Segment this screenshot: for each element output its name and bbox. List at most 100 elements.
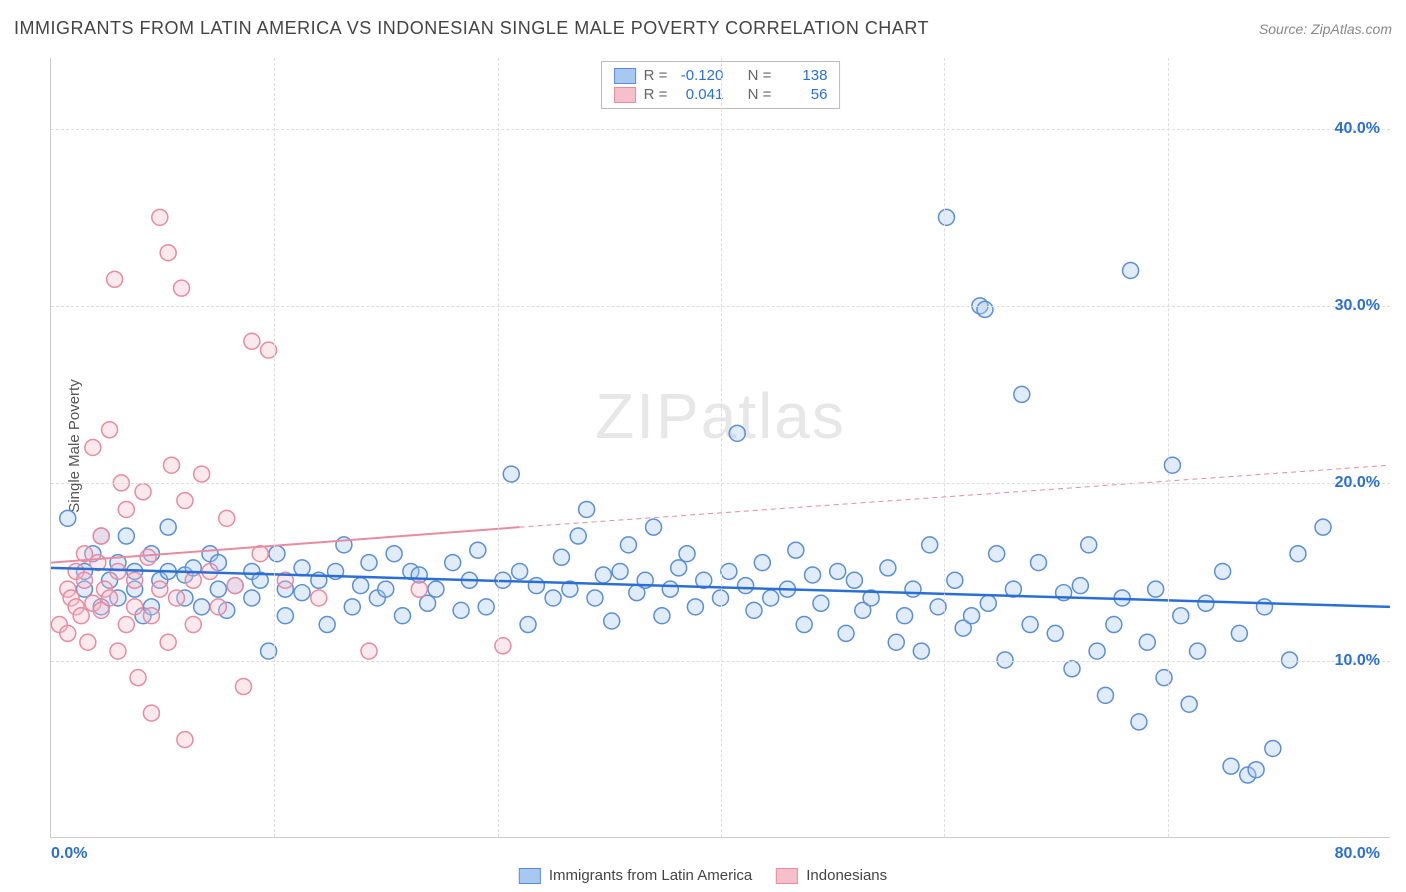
scatter-point bbox=[130, 670, 146, 686]
scatter-point bbox=[110, 643, 126, 659]
legend-swatch bbox=[776, 868, 798, 884]
gridline-v bbox=[274, 58, 275, 837]
scatter-point bbox=[595, 567, 611, 583]
scatter-point bbox=[127, 572, 143, 588]
scatter-point bbox=[353, 578, 369, 594]
scatter-point bbox=[788, 542, 804, 558]
scatter-point bbox=[1064, 661, 1080, 677]
scatter-point bbox=[60, 625, 76, 641]
source-attribution: Source: ZipAtlas.com bbox=[1259, 21, 1392, 37]
scatter-point bbox=[1256, 599, 1272, 615]
scatter-point bbox=[980, 595, 996, 611]
scatter-point bbox=[947, 572, 963, 588]
scatter-point bbox=[93, 528, 109, 544]
scatter-point bbox=[1081, 537, 1097, 553]
scatter-point bbox=[1148, 581, 1164, 597]
scatter-point bbox=[1164, 457, 1180, 473]
scatter-point bbox=[938, 209, 954, 225]
scatter-point bbox=[1089, 643, 1105, 659]
scatter-point bbox=[169, 590, 185, 606]
scatter-point bbox=[528, 578, 544, 594]
legend-item: Indonesians bbox=[776, 867, 887, 884]
stat-n-label: N = bbox=[748, 86, 772, 103]
stat-n-value: 56 bbox=[779, 86, 827, 103]
scatter-point bbox=[813, 595, 829, 611]
scatter-point bbox=[85, 440, 101, 456]
scatter-point bbox=[512, 563, 528, 579]
scatter-point bbox=[754, 555, 770, 571]
scatter-point bbox=[118, 528, 134, 544]
scatter-point bbox=[60, 510, 76, 526]
scatter-point bbox=[174, 280, 190, 296]
scatter-point bbox=[830, 563, 846, 579]
gridline-v bbox=[498, 58, 499, 837]
scatter-point bbox=[880, 560, 896, 576]
scatter-point bbox=[1022, 617, 1038, 633]
y-tick-label: 40.0% bbox=[1335, 120, 1380, 138]
scatter-point bbox=[1106, 617, 1122, 633]
scatter-point bbox=[219, 510, 235, 526]
scatter-point bbox=[922, 537, 938, 553]
scatter-point bbox=[1231, 625, 1247, 641]
scatter-point bbox=[796, 617, 812, 633]
scatter-point bbox=[428, 581, 444, 597]
scatter-point bbox=[118, 501, 134, 517]
scatter-point bbox=[1014, 386, 1030, 402]
scatter-point bbox=[662, 581, 678, 597]
scatter-point bbox=[905, 581, 921, 597]
scatter-point bbox=[361, 555, 377, 571]
scatter-point bbox=[277, 608, 293, 624]
scatter-point bbox=[319, 617, 335, 633]
gridline-v bbox=[721, 58, 722, 837]
legend-swatch bbox=[614, 87, 636, 103]
scatter-point bbox=[227, 578, 243, 594]
scatter-point bbox=[977, 301, 993, 317]
scatter-point bbox=[1290, 546, 1306, 562]
scatter-point bbox=[76, 572, 92, 588]
scatter-point bbox=[520, 617, 536, 633]
scatter-point bbox=[604, 613, 620, 629]
scatter-point bbox=[235, 679, 251, 695]
scatter-point bbox=[107, 271, 123, 287]
scatter-point bbox=[721, 563, 737, 579]
scatter-point bbox=[411, 581, 427, 597]
scatter-point bbox=[503, 466, 519, 482]
scatter-point bbox=[746, 602, 762, 618]
scatter-point bbox=[654, 608, 670, 624]
scatter-point bbox=[729, 425, 745, 441]
stat-r-label: R = bbox=[644, 67, 668, 84]
regression-line-dashed bbox=[520, 465, 1390, 527]
scatter-point bbox=[671, 560, 687, 576]
y-tick-label: 10.0% bbox=[1335, 652, 1380, 670]
scatter-point bbox=[1072, 578, 1088, 594]
stat-n-label: N = bbox=[748, 67, 772, 84]
scatter-point bbox=[152, 581, 168, 597]
scatter-point bbox=[553, 549, 569, 565]
scatter-point bbox=[1190, 643, 1206, 659]
scatter-point bbox=[185, 572, 201, 588]
scatter-point bbox=[210, 581, 226, 597]
scatter-point bbox=[1139, 634, 1155, 650]
scatter-point bbox=[185, 617, 201, 633]
stat-r-value: 0.041 bbox=[675, 86, 723, 103]
scatter-point bbox=[470, 542, 486, 558]
scatter-point bbox=[1315, 519, 1331, 535]
scatter-point bbox=[127, 599, 143, 615]
scatter-point bbox=[1123, 262, 1139, 278]
y-tick-label: 30.0% bbox=[1335, 297, 1380, 315]
scatter-point bbox=[311, 590, 327, 606]
scatter-point bbox=[1198, 595, 1214, 611]
scatter-point bbox=[679, 546, 695, 562]
legend-label: Indonesians bbox=[806, 867, 887, 884]
legend-label: Immigrants from Latin America bbox=[549, 867, 752, 884]
scatter-point bbox=[1223, 758, 1239, 774]
scatter-point bbox=[386, 546, 402, 562]
scatter-point bbox=[143, 705, 159, 721]
scatter-point bbox=[160, 245, 176, 261]
scatter-point bbox=[244, 590, 260, 606]
scatter-point bbox=[160, 634, 176, 650]
scatter-point bbox=[1031, 555, 1047, 571]
legend-item: Immigrants from Latin America bbox=[519, 867, 752, 884]
scatter-point bbox=[570, 528, 586, 544]
scatter-point bbox=[177, 493, 193, 509]
